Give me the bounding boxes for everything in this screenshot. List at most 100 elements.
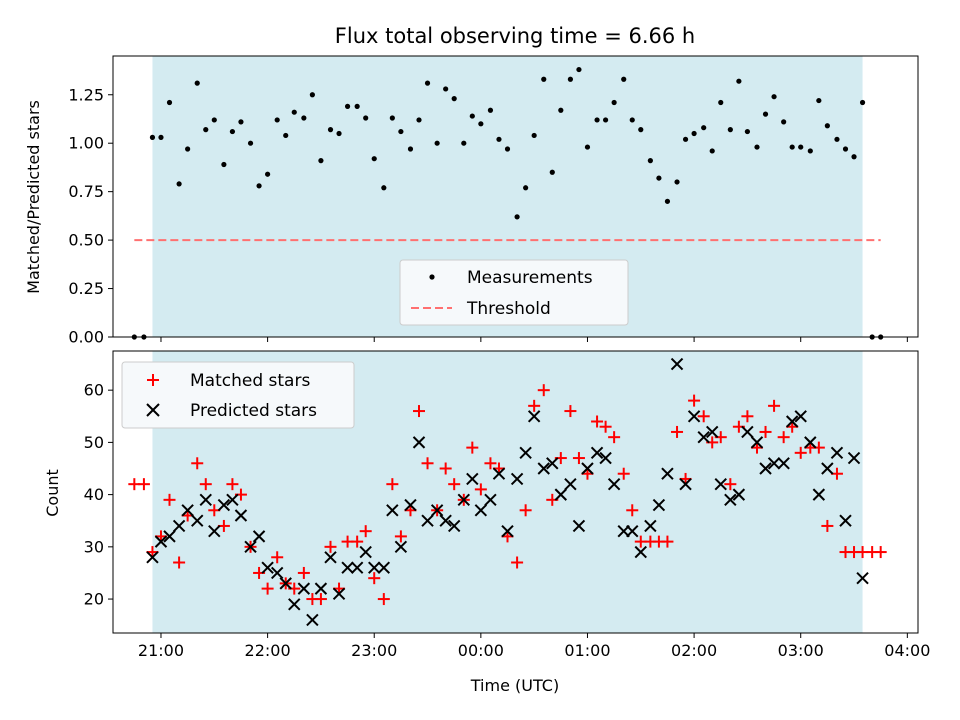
measurement-point [469, 113, 475, 119]
measurement-point [327, 127, 334, 133]
measurement-point [336, 130, 342, 137]
matched-stars-point [724, 478, 737, 491]
matched-stars-point [377, 593, 390, 606]
matched-stars-point [359, 525, 372, 538]
predicted-stars-point [537, 462, 550, 475]
predicted-stars-point [341, 561, 354, 574]
measurement-point [621, 76, 627, 82]
y-tick-label: 0.50 [68, 231, 104, 250]
predicted-stars-point [590, 446, 604, 460]
matched-stars-point [768, 399, 781, 412]
measurement-point [682, 136, 689, 142]
matched-stars-point [777, 431, 790, 444]
measurement-point [166, 99, 173, 106]
predicted-stars-point [314, 582, 328, 595]
predicted-stars-point [501, 524, 514, 538]
predicted-stars-point [599, 451, 612, 465]
matched-stars-point [661, 535, 674, 548]
predicted-stars-point [350, 561, 364, 574]
predicted-stars-point [777, 457, 790, 470]
matched-stars-point [368, 572, 381, 585]
matched-stars-point [386, 478, 399, 491]
predicted-stars-point [492, 467, 506, 480]
measurement-point [318, 158, 324, 164]
matched-stars-point [599, 420, 612, 433]
bottom-axes-frame [112, 350, 919, 634]
predicted-stars-point [767, 457, 781, 470]
predicted-stars-point [741, 425, 754, 439]
measurement-point [701, 125, 707, 131]
predicted-stars-point [324, 551, 337, 564]
measurement-point [549, 169, 555, 175]
measurement-point [541, 76, 547, 82]
measurement-point [664, 198, 671, 204]
predicted-stars-point [661, 467, 674, 480]
measurement-point [834, 136, 840, 142]
x-tick-label: 21:00 [138, 641, 184, 660]
measurement-point [211, 117, 217, 123]
predicted-stars-point [261, 561, 274, 574]
matched-stars-point [448, 478, 461, 491]
matched-stars-point [191, 457, 204, 470]
predicted-stars-point [804, 436, 817, 449]
x-tick-label: 03:00 [778, 641, 824, 660]
predicted-stars-point [332, 587, 346, 601]
predicted-stars-point [359, 545, 372, 559]
top-y-ticks: 0.00 0.25 0.50 0.75 1.00 1.25 [68, 85, 113, 347]
predicted-stars-point [368, 561, 381, 574]
y-tick-label: 30 [84, 537, 104, 556]
measurement-point [176, 181, 182, 187]
matched-stars-point [324, 540, 337, 553]
measurement-point [558, 107, 564, 113]
predicted-stars-point [421, 514, 434, 527]
measurement-point [344, 103, 351, 109]
matched-stars-point [226, 478, 239, 491]
measurement-point [274, 117, 280, 123]
y-tick-label: 0.25 [68, 279, 104, 298]
matched-stars-point [394, 530, 407, 543]
y-tick-label: 40 [84, 485, 104, 504]
predicted-stars-point [288, 598, 301, 611]
measurement-point [371, 156, 377, 162]
measurement-point [709, 148, 715, 154]
measurement-point [301, 115, 307, 121]
predicted-stars-point [794, 410, 807, 423]
matched-stars-point [297, 566, 310, 579]
predicted-stars-point [181, 504, 194, 517]
matched-stars-point [421, 457, 434, 470]
predicted-stars-point [554, 488, 568, 501]
measurement-point [185, 146, 191, 152]
predicted-stars-point [234, 509, 248, 522]
measurement-point [283, 132, 289, 139]
matched-stars-point [519, 504, 532, 517]
measurement-point [576, 66, 582, 73]
matched-stars-point [137, 478, 150, 491]
predicted-stars-point [430, 504, 444, 517]
predicted-stars-point [812, 488, 826, 501]
matched-stars-point [759, 425, 772, 438]
measurement-point [504, 146, 511, 152]
y-tick-label: 1.00 [68, 134, 104, 153]
predicted-stars-point [163, 530, 176, 543]
matched-stars-point [261, 582, 274, 595]
predicted-stars-point [839, 514, 852, 527]
top-legend-box [399, 259, 629, 326]
predicted-stars-point [821, 462, 834, 475]
predicted-stars-point [856, 571, 869, 585]
predicted-stars-point [634, 545, 647, 559]
measurement-point [381, 185, 387, 191]
predicted-stars-point [199, 493, 212, 507]
legend-matched-marker [147, 374, 159, 386]
matched-stars-point [874, 546, 887, 559]
measurement-point [798, 144, 804, 150]
matched-stars-point [413, 405, 426, 418]
measurement-point [781, 119, 787, 125]
matched-stars-point [528, 399, 541, 412]
measurement-point [496, 136, 502, 142]
matched-stars-point [271, 551, 284, 564]
matched-stars-point [591, 415, 604, 428]
matched-stars-point [351, 535, 364, 548]
measurement-point [567, 76, 574, 82]
measurement-point [754, 144, 760, 150]
predicted-stars-point [217, 498, 231, 512]
